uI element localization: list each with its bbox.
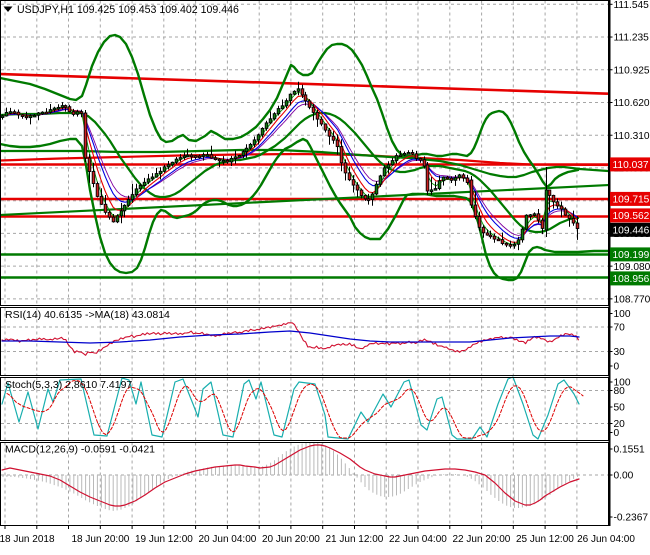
svg-text:110.620: 110.620 — [614, 98, 650, 109]
svg-text:26 Jun 04:00: 26 Jun 04:00 — [577, 534, 635, 545]
svg-text:0.1551: 0.1551 — [614, 445, 645, 456]
svg-text:108.956: 108.956 — [613, 274, 650, 285]
svg-text:22 Jun 20:00: 22 Jun 20:00 — [452, 534, 510, 545]
svg-text:30: 30 — [614, 347, 626, 358]
svg-text:USDJPY,H1 109.425 109.453 109: USDJPY,H1 109.425 109.453 109.402 109.44… — [17, 4, 239, 16]
svg-text:MACD(12,26,9) -0.0591 -0.0421: MACD(12,26,9) -0.0591 -0.0421 — [5, 444, 155, 456]
svg-text:110.037: 110.037 — [613, 160, 649, 171]
svg-text:70: 70 — [614, 323, 626, 334]
svg-text:110.925: 110.925 — [614, 65, 650, 76]
svg-text:80: 80 — [614, 386, 626, 397]
svg-text:-0.2367: -0.2367 — [614, 513, 649, 524]
svg-text:0.00: 0.00 — [614, 471, 634, 482]
svg-text:109.199: 109.199 — [613, 250, 650, 261]
svg-text:110.310: 110.310 — [614, 131, 650, 142]
svg-text:18 Jun 2018: 18 Jun 2018 — [0, 534, 55, 545]
svg-text:50: 50 — [614, 403, 626, 414]
svg-text:25 Jun 12:00: 25 Jun 12:00 — [516, 534, 574, 545]
svg-text:RSI(14) 40.6135 ->MA(18) 43.0: RSI(14) 40.6135 ->MA(18) 43.0814 — [5, 309, 170, 321]
svg-text:109.715: 109.715 — [613, 195, 650, 206]
svg-text:0: 0 — [614, 428, 620, 439]
svg-text:Stoch(5,3,3) 2,8610 7.4197: Stoch(5,3,3) 2,8610 7.4197 — [5, 379, 132, 391]
svg-text:20 Jun 04:00: 20 Jun 04:00 — [198, 534, 256, 545]
svg-text:111.545: 111.545 — [614, 0, 650, 11]
svg-text:0: 0 — [614, 362, 620, 373]
svg-text:109.080: 109.080 — [614, 262, 650, 273]
svg-text:20 Jun 20:00: 20 Jun 20:00 — [262, 534, 320, 545]
svg-text:18 Jun 20:00: 18 Jun 20:00 — [71, 534, 129, 545]
svg-text:108.770: 108.770 — [614, 295, 650, 306]
svg-text:111.235: 111.235 — [614, 33, 650, 44]
svg-text:109.562: 109.562 — [613, 211, 650, 222]
svg-text:100: 100 — [614, 309, 631, 320]
svg-text:109.446: 109.446 — [613, 226, 650, 237]
svg-text:21 Jun 12:00: 21 Jun 12:00 — [325, 534, 383, 545]
svg-text:19 Jun 12:00: 19 Jun 12:00 — [135, 534, 193, 545]
svg-text:22 Jun 04:00: 22 Jun 04:00 — [389, 534, 447, 545]
